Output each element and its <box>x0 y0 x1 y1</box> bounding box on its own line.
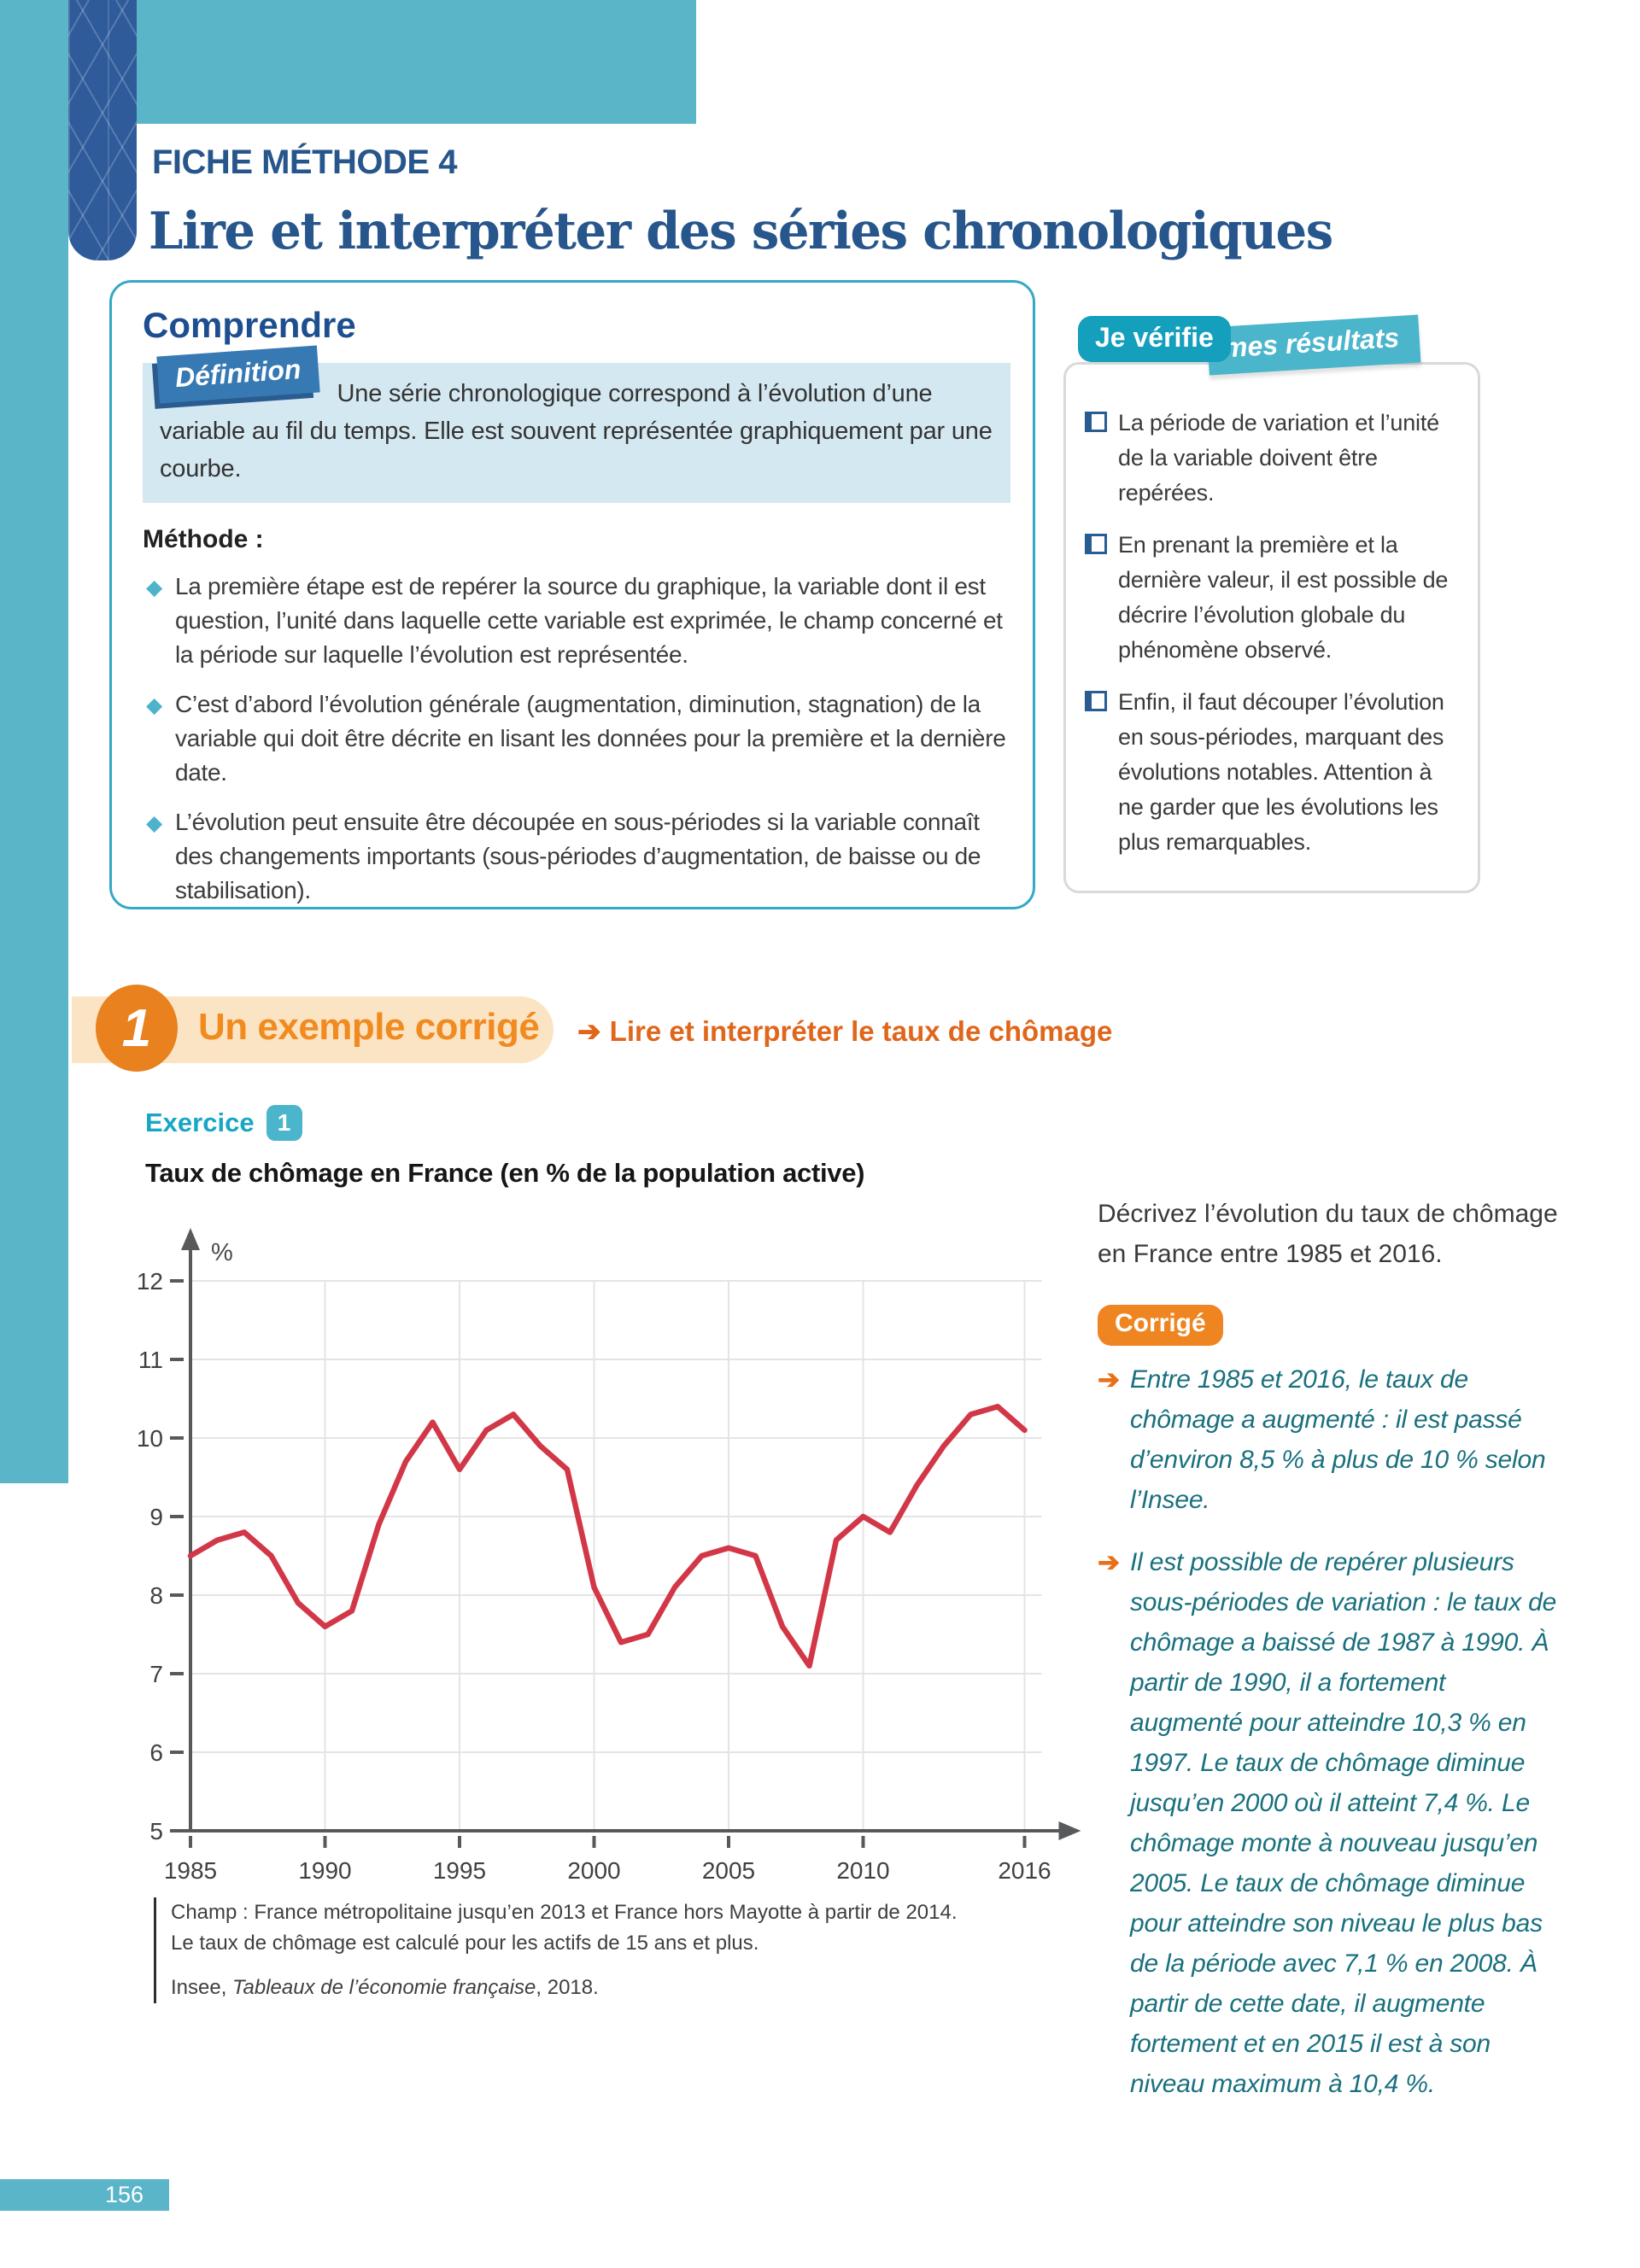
svg-text:1990: 1990 <box>298 1857 351 1884</box>
svg-text:8: 8 <box>149 1582 163 1609</box>
corrige-answer: ➔ Il est possible de repérer plusieurs s… <box>1098 1542 1559 2104</box>
header-teal-band <box>137 0 696 124</box>
svg-text:2010: 2010 <box>836 1857 889 1884</box>
diamond-bullet-icon: ◆ <box>146 576 162 599</box>
comprendre-heading: Comprendre <box>143 305 356 345</box>
source-champ-line1: Champ : France métropolitaine jusqu’en 2… <box>171 1901 958 1924</box>
source-insee-line: Insee, Tableaux de l’économie française,… <box>171 1976 599 1999</box>
arrow-right-icon: ➔ <box>1098 1365 1120 1394</box>
checkbox-icon <box>1085 412 1107 432</box>
svg-text:12: 12 <box>137 1268 163 1295</box>
methode-item: ◆ La première étape est de repérer la so… <box>143 570 1010 672</box>
section-subtitle: ➔ Lire et interpréter le taux de chômage <box>577 1014 1112 1048</box>
svg-text:11: 11 <box>138 1347 163 1373</box>
comprendre-box: Comprendre Définition Une série chronolo… <box>109 280 1035 909</box>
section-subtitle-text: Lire et interpréter le taux de chômage <box>609 1015 1113 1047</box>
svg-text:%: % <box>211 1239 233 1266</box>
checklist-item: Enfin, il faut découper l’évolution en s… <box>1085 685 1461 860</box>
svg-text:2000: 2000 <box>567 1857 620 1884</box>
fiche-label: FICHE MÉTHODE 4 <box>152 143 457 181</box>
checkbox-icon <box>1085 691 1107 711</box>
checklist-item: En prenant la première et la dernière va… <box>1085 528 1461 668</box>
corrige-answer-text: Il est possible de repérer plusieurs sou… <box>1129 1548 1557 2098</box>
source-title-italic: Tableaux de l’économie française <box>232 1976 536 1999</box>
unemployment-chart: 5 6 7 8 9 10 11 12 1985 1990 1995 2000 2005 2010 2016% <box>81 1206 1140 1897</box>
checklist-item-text: Enfin, il faut découper l’évolution en s… <box>1118 689 1444 855</box>
methode-item: ◆ L’évolution peut ensuite être découpée… <box>143 805 1010 908</box>
left-teal-strip <box>0 0 68 1483</box>
corrige-answers: ➔ Entre 1985 et 2016, le taux de chômage… <box>1098 1359 1559 2126</box>
section-title: Un exemple corrigé <box>198 1006 540 1048</box>
svg-text:1985: 1985 <box>164 1857 217 1884</box>
exercice-number-badge: 1 <box>266 1105 302 1141</box>
arrow-right-icon: ➔ <box>1098 1547 1120 1577</box>
section-number-badge: 1 <box>96 985 178 1072</box>
methode-item-text: La première étape est de repérer la sour… <box>175 573 1003 668</box>
checklist-item-text: La période de variation et l’unité de la… <box>1118 410 1439 506</box>
checklist-item-text: En prenant la première et la dernière va… <box>1118 532 1449 663</box>
svg-text:10: 10 <box>137 1425 163 1452</box>
svg-text:1995: 1995 <box>433 1857 486 1884</box>
chart-title: Taux de chômage en France (en % de la po… <box>145 1158 865 1188</box>
exercice-label: Exercice <box>145 1108 255 1137</box>
methode-label: Méthode : <box>143 525 264 553</box>
svg-text:5: 5 <box>149 1818 163 1844</box>
arrow-right-icon: ➔ <box>577 1015 601 1047</box>
definition-badge: Définition <box>156 345 320 404</box>
svg-text:9: 9 <box>149 1504 163 1530</box>
methode-item-text: C’est d’abord l’évolution générale (augm… <box>175 691 1006 786</box>
corrige-badge: Corrigé <box>1098 1305 1223 1346</box>
je-verifie-badge: Je vérifie <box>1078 316 1231 362</box>
exercise-question: Décrivez l’évolution du taux de chômage … <box>1098 1200 1558 1268</box>
svg-text:7: 7 <box>149 1661 163 1687</box>
definition-block: Définition Une série chronologique corre… <box>143 345 1010 503</box>
definition-text: Une série chronologique correspond à l’é… <box>160 380 993 482</box>
corrige-answer-text: Entre 1985 et 2016, le taux de chômage a… <box>1129 1365 1546 1514</box>
svg-text:6: 6 <box>149 1739 163 1766</box>
source-champ-line2: Le taux de chômage est calculé pour les … <box>171 1932 759 1955</box>
svg-text:2005: 2005 <box>702 1857 755 1884</box>
corrige-answer: ➔ Entre 1985 et 2016, le taux de chômage… <box>1098 1359 1559 1520</box>
page-title: Lire et interpréter des séries chronolog… <box>149 202 1333 261</box>
methode-list: ◆ La première étape est de repérer la so… <box>143 570 1010 908</box>
exercice-row: Exercice 1 <box>145 1105 302 1141</box>
page-number: 156 <box>0 2179 169 2211</box>
methode-item: ◆ C’est d’abord l’évolution générale (au… <box>143 687 1010 790</box>
checklist-item: La période de variation et l’unité de la… <box>1085 406 1461 511</box>
diamond-bullet-icon: ◆ <box>146 811 162 835</box>
svg-text:2016: 2016 <box>998 1857 1051 1884</box>
chart-source: Champ : France métropolitaine jusqu’en 2… <box>154 1897 958 2003</box>
cube-pattern-strip <box>68 0 137 260</box>
checklist-box: La période de variation et l’unité de la… <box>1063 362 1480 893</box>
checkbox-icon <box>1085 534 1107 554</box>
diamond-bullet-icon: ◆ <box>146 693 162 717</box>
methode-item-text: L’évolution peut ensuite être découpée e… <box>175 809 981 903</box>
